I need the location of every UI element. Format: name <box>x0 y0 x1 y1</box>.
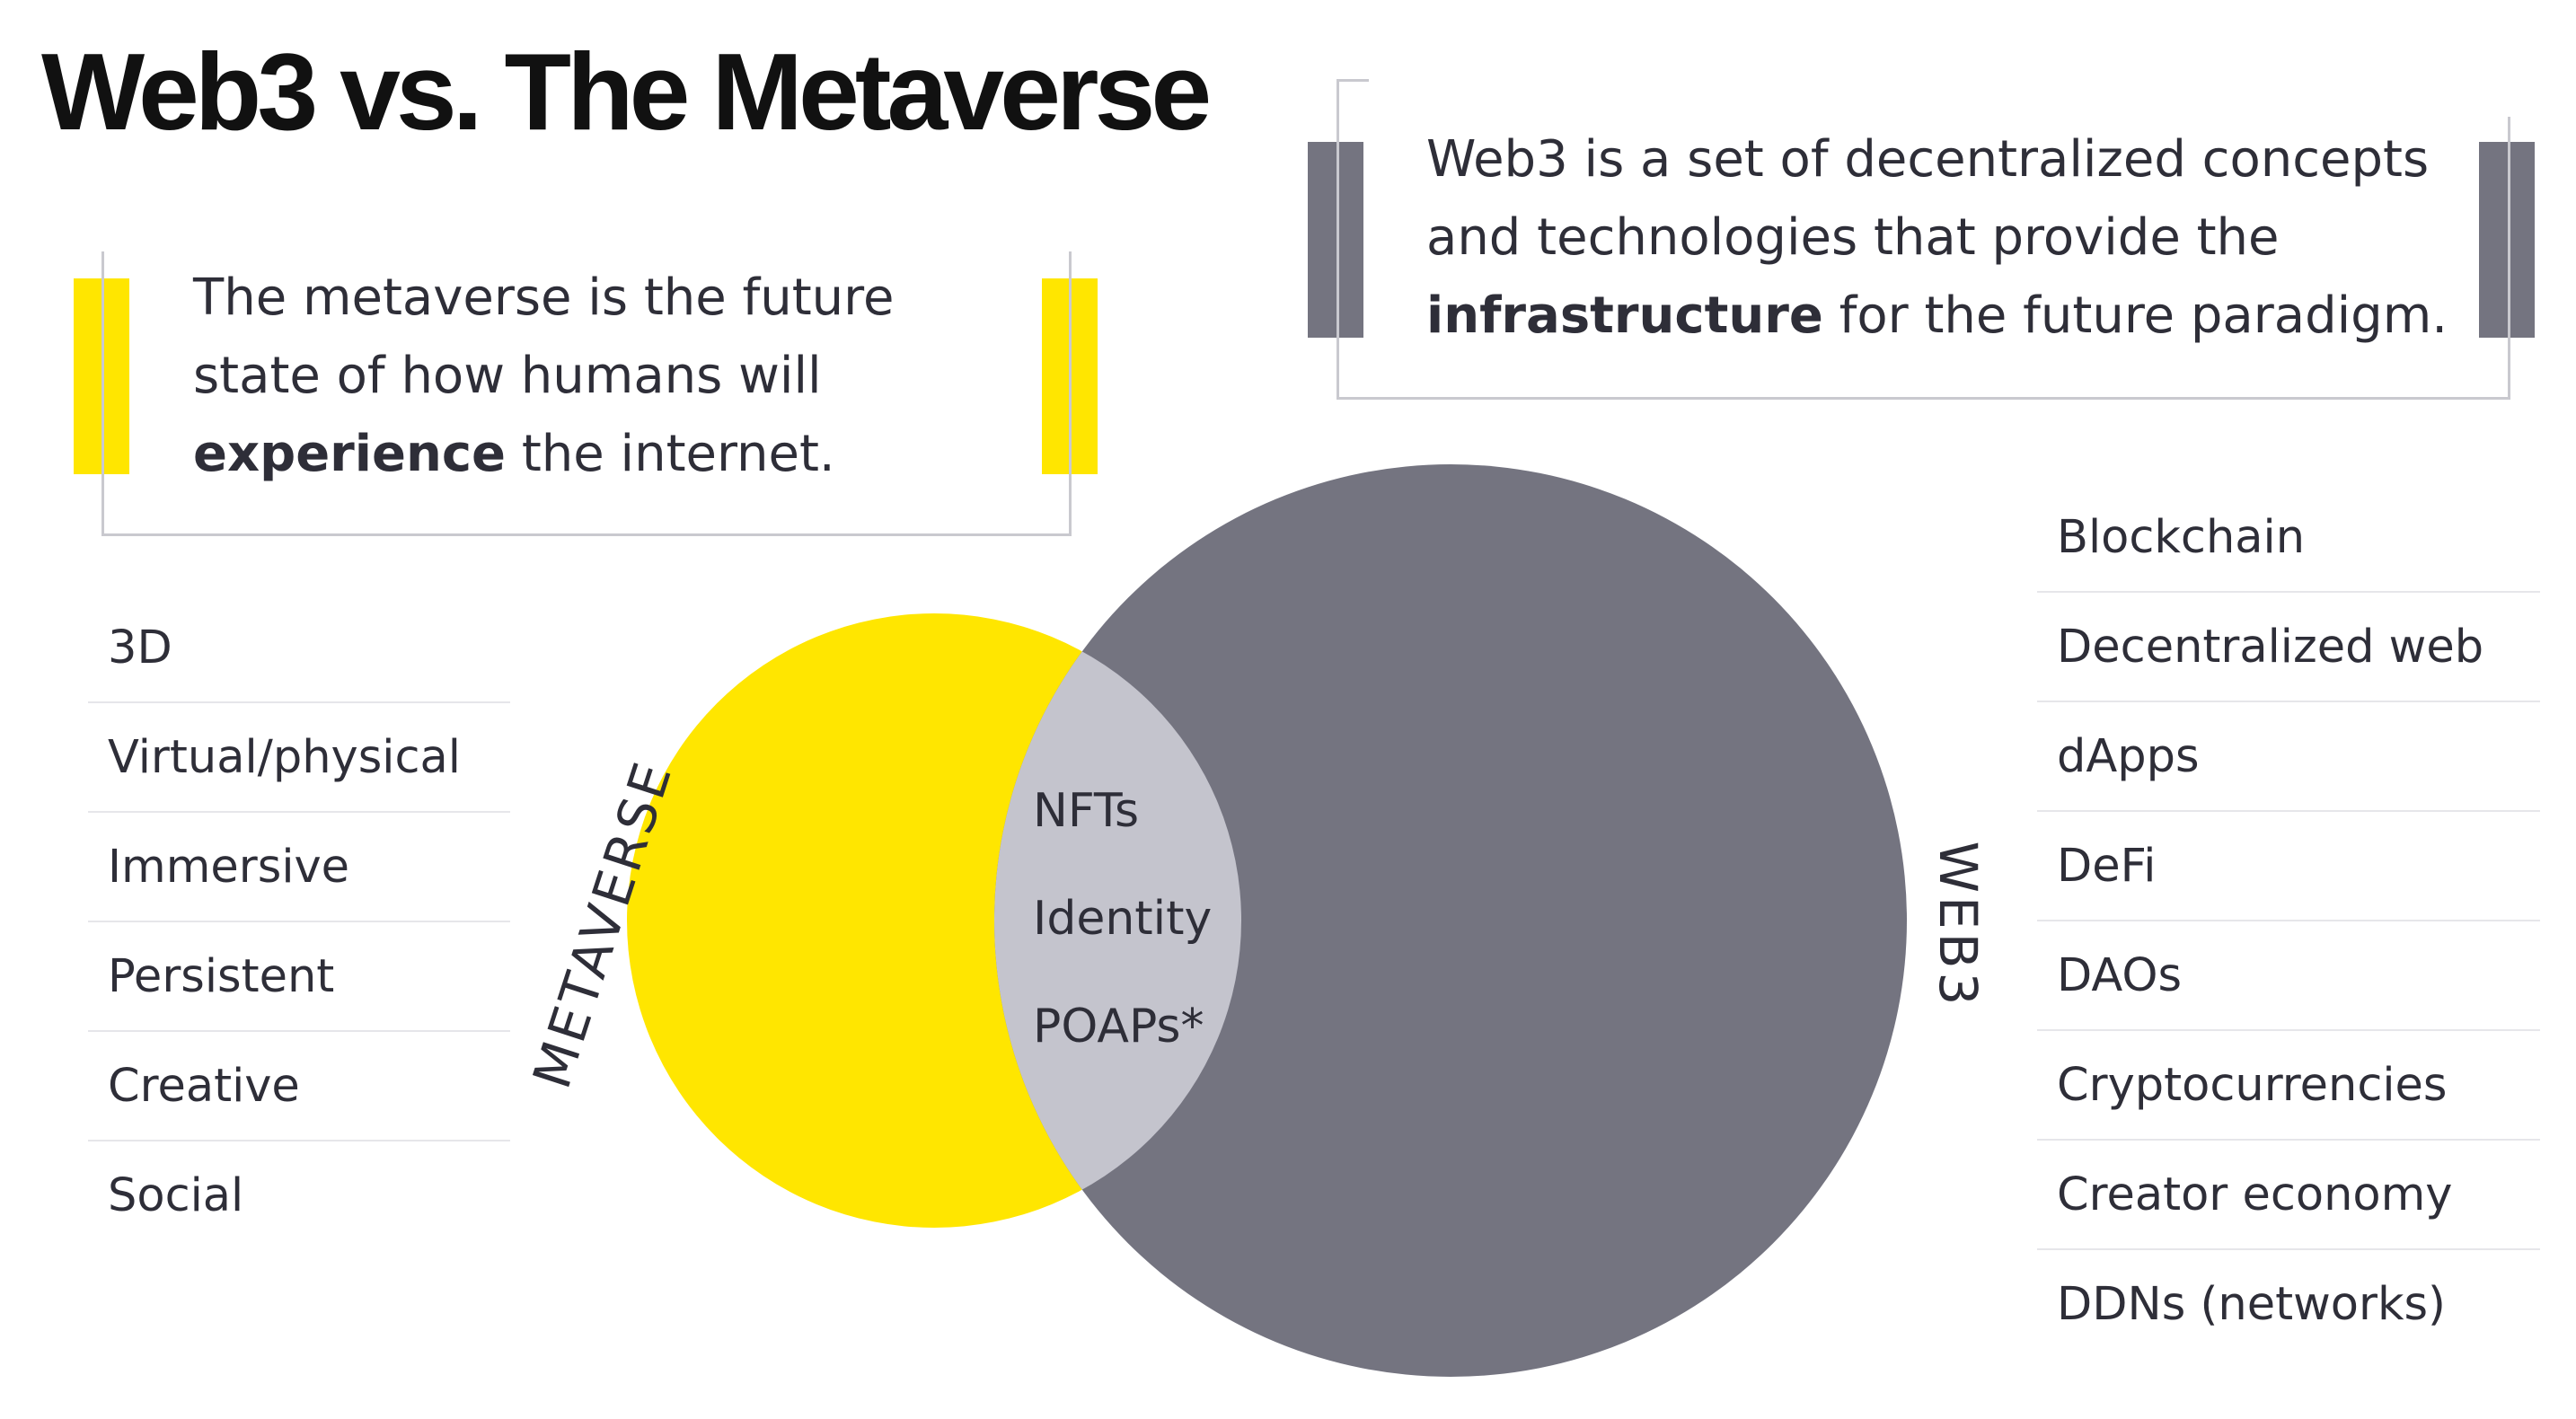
metaverse-attribute-list: 3D Virtual/physical Immersive Persistent… <box>88 594 510 1251</box>
web3-callout-bold: infrastructure <box>1426 286 1823 345</box>
web3-list-item: Blockchain <box>2037 483 2540 593</box>
web3-circle <box>994 464 1907 1377</box>
web3-list-item: DDNs (networks) <box>2057 1278 2446 1331</box>
web3-callout-line-3-rest: for the future paradigm. <box>1822 286 2448 345</box>
metaverse-callout-line-2: state of how humans will <box>193 347 822 405</box>
web3-circle-label: WEB3 <box>1928 842 1989 1009</box>
overlap-item-nfts: NFTs <box>1033 784 1139 838</box>
metaverse-list-item: Virtual/physical <box>88 703 510 813</box>
metaverse-list-item: Social <box>108 1169 244 1222</box>
web3-list-item: Decentralized web <box>2037 593 2540 702</box>
web3-list-item: Creator economy <box>2037 1141 2540 1250</box>
metaverse-callout-line-1: The metaverse is the future <box>193 269 895 327</box>
web3-list-item: Cryptocurrencies <box>2037 1031 2540 1141</box>
metaverse-list-item: Creative <box>88 1032 510 1141</box>
web3-callout-left-bar <box>1308 142 1363 338</box>
metaverse-callout-line-3: experience the internet. <box>193 415 1019 493</box>
metaverse-callout-text: The metaverse is the future state of how… <box>193 259 1019 493</box>
metaverse-list-item: Immersive <box>88 813 510 922</box>
overlap-item-poaps: POAPs* <box>1033 1000 1204 1053</box>
metaverse-callout-left-rule <box>101 251 104 535</box>
web3-callout-top-rule <box>1337 79 1369 82</box>
metaverse-callout-bold: experience <box>193 425 507 483</box>
metaverse-callout-bottom-rule <box>101 533 1072 536</box>
overlap-item-identity: Identity <box>1033 892 1212 946</box>
web3-callout-right-bar <box>2479 142 2535 338</box>
web3-callout-line-1: Web3 is a set of decentralized concepts <box>1426 130 2430 189</box>
web3-attribute-list: Blockchain Decentralized web dApps DeFi … <box>2037 483 2540 1360</box>
web3-list-item: DeFi <box>2037 812 2540 921</box>
page-title: Web3 vs. The Metaverse <box>41 31 1212 153</box>
web3-callout-left-rule <box>1337 79 1339 399</box>
metaverse-callout-right-rule <box>1069 251 1072 535</box>
metaverse-list-item: 3D <box>88 594 510 703</box>
web3-list-item: DAOs <box>2037 921 2540 1031</box>
web3-callout-text: Web3 is a set of decentralized concepts … <box>1426 120 2477 355</box>
web3-list-item: dApps <box>2037 702 2540 812</box>
metaverse-callout-line-3-rest: the internet. <box>506 425 835 483</box>
metaverse-list-item: Persistent <box>88 922 510 1032</box>
web3-callout-line-2: and technologies that provide the <box>1426 208 2280 267</box>
web3-callout-right-rule <box>2508 117 2510 399</box>
web3-callout-bottom-rule <box>1337 397 2510 400</box>
web3-callout-line-3: infrastructure for the future paradigm. <box>1426 277 2477 355</box>
